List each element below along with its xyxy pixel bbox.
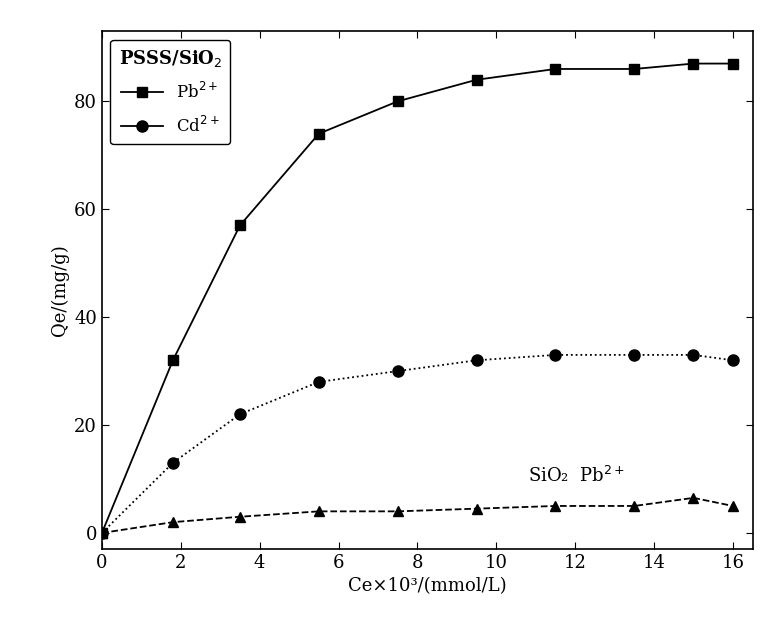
Legend: Pb$^{2+}$, Cd$^{2+}$: Pb$^{2+}$, Cd$^{2+}$ <box>111 39 230 144</box>
Y-axis label: Qe/(mg/g): Qe/(mg/g) <box>50 244 68 336</box>
Text: SiO₂  Pb$^{2+}$: SiO₂ Pb$^{2+}$ <box>528 466 625 485</box>
X-axis label: Ce×10³/(mmol/L): Ce×10³/(mmol/L) <box>348 578 506 595</box>
